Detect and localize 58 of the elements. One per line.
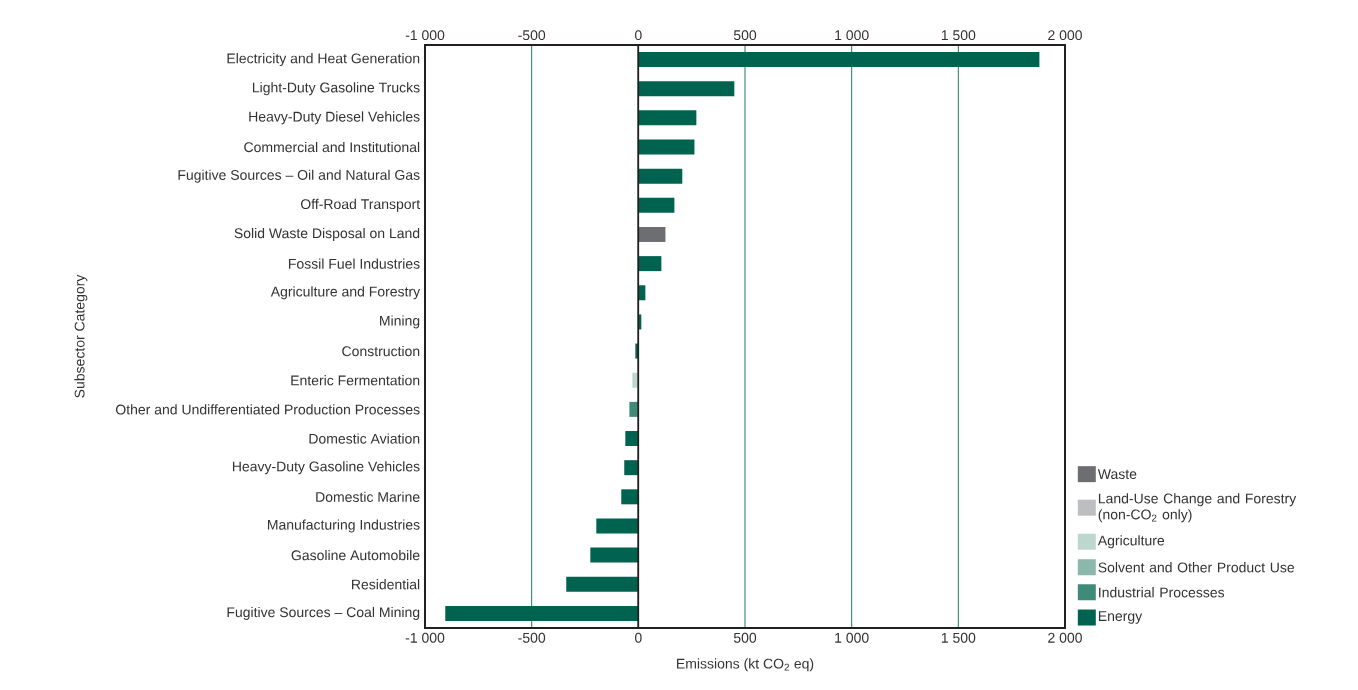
bar: [638, 256, 662, 272]
bar: [445, 605, 639, 621]
bar: [590, 547, 639, 563]
x-tick-label: 500: [733, 632, 757, 643]
legend-label: Solvent and Other Product Use: [1098, 562, 1295, 573]
bar: [638, 81, 735, 97]
x2-tick-label: 1 000: [835, 30, 869, 41]
y-tick-label: Manufacturing Industries: [267, 519, 420, 533]
y-tick-label: Residential: [352, 579, 420, 590]
y-tick-label: Commercial and Institutional: [244, 141, 420, 153]
bar: [596, 518, 639, 534]
legend-label: Agriculture: [1097, 535, 1165, 549]
y-tick-label: Gasoline Automobile: [291, 549, 420, 561]
y-tick-label: Light-Duty Gasoline Trucks: [252, 82, 420, 96]
legend-label: Land-Use Change and Forestry (non-CO$_{2}$ only): [1098, 493, 1297, 523]
y-tick-label: Domestic Marine: [316, 491, 420, 502]
bar: [566, 576, 639, 592]
x-tick-label: -500: [518, 632, 546, 643]
x-tick-label: 1 000: [835, 632, 869, 643]
x-tick-label: 2 000: [1048, 632, 1082, 643]
y-tick-label: Other and Undifferentiated Production Processes: [115, 404, 420, 415]
y-tick-label: Domestic Aviation: [309, 433, 420, 444]
y-tick-label: Heavy-Duty Diesel Vehicles: [249, 111, 420, 125]
y-tick-label: Solid Waste Disposal on Land: [234, 227, 420, 241]
bar: [625, 431, 639, 447]
y-tick-label: Enteric Fermentation: [291, 375, 420, 386]
y-axis-title: Subsector Category: [74, 274, 88, 398]
x2-tick-label: 0: [635, 30, 642, 41]
legend-label: Waste: [1097, 469, 1137, 480]
bar: [638, 139, 695, 155]
y-tick-label: Fugitive Sources – Coal Mining: [227, 606, 420, 620]
x-tick-label: -1 000: [405, 632, 445, 643]
y-tick-label: Electricity and Heat Generation: [227, 53, 420, 67]
x2-tick-label: -500: [518, 30, 546, 41]
y-tick-label: Agriculture and Forestry: [270, 286, 421, 300]
x-tick-label: 1 500: [941, 632, 976, 643]
x-axis-title: Emissions (kt CO$_{2}$ eq): [677, 658, 814, 672]
x2-tick-label: 1 500: [941, 30, 976, 41]
bar: [638, 197, 675, 213]
y-tick-label: Mining: [380, 315, 420, 329]
bar: [638, 226, 666, 242]
y-tick-label: Heavy-Duty Gasoline Vehicles: [232, 461, 420, 475]
x2-tick-label: 500: [733, 30, 757, 41]
bar: [638, 110, 697, 126]
bar: [624, 460, 639, 476]
y-tick-label: Fossil Fuel Industries: [289, 258, 420, 269]
y-tick-label: Off-Road Transport: [300, 198, 421, 212]
legend-label: Energy: [1098, 611, 1143, 624]
bar: [638, 168, 683, 184]
x2-tick-label: -1 000: [405, 30, 445, 41]
x-tick-label: 0: [634, 632, 642, 643]
bar: [629, 401, 639, 417]
bar: [638, 52, 1040, 68]
bar: [621, 489, 639, 505]
legend-label: Industrial Processes: [1099, 587, 1225, 598]
x2-tick-label: 2 000: [1048, 30, 1082, 41]
y-tick-label: Construction: [342, 345, 420, 357]
y-tick-label: Fugitive Sources – Oil and Natural Gas: [178, 169, 420, 183]
